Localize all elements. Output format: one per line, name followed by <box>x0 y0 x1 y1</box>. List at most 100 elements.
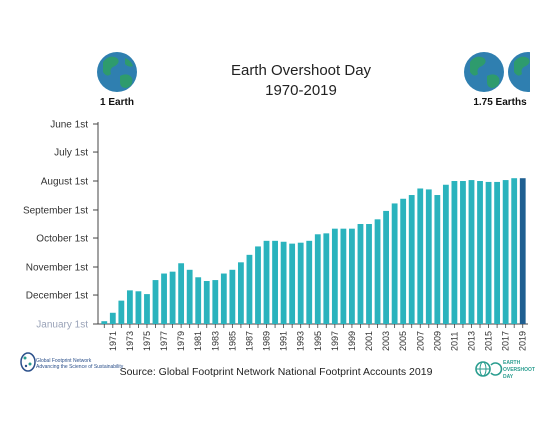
x-tick-label: 2001 <box>364 331 374 351</box>
x-tick-label: 1995 <box>313 331 323 351</box>
x-tick-label: 2019 <box>518 331 528 351</box>
bar-2000 <box>357 224 364 324</box>
x-tick-label: 1975 <box>142 331 152 351</box>
bar-2014 <box>477 181 483 324</box>
gfn-tagline: Advancing the Science of Sustainability <box>36 364 124 370</box>
x-tick-label: 1989 <box>262 331 272 351</box>
bar-1979 <box>178 263 185 324</box>
earth-icon-left <box>97 52 137 92</box>
x-tick-label: 2009 <box>432 331 442 351</box>
bar-2002 <box>374 219 381 324</box>
bar-1976 <box>152 280 159 324</box>
x-axis: 1971 1973 1975 1977 1979 1981 1983 1985 1987 1989… <box>103 324 528 351</box>
x-tick-label: 2007 <box>415 331 425 351</box>
y-tick-label: January 1st <box>36 320 88 331</box>
bar-1980 <box>186 269 193 324</box>
y-tick-label: July 1st <box>54 148 88 159</box>
bar-1970 <box>101 321 108 324</box>
earth-icon-right <box>464 52 504 92</box>
x-tick-label: 1983 <box>210 331 220 351</box>
earths-label: 1.75 Earths <box>473 97 527 108</box>
bar-2010 <box>442 184 449 324</box>
x-tick-label: 2017 <box>501 331 511 351</box>
bar-1977 <box>161 273 167 324</box>
chart-subtitle: 1970-2019 <box>265 82 337 99</box>
bar-1997 <box>331 228 338 324</box>
y-tick-label: December 1st <box>26 291 88 302</box>
bar-2015 <box>485 181 492 324</box>
bar-2003 <box>383 210 389 324</box>
x-tick-label: 2003 <box>381 331 391 351</box>
x-tick-label: 1985 <box>227 331 237 351</box>
x-tick-label: 1973 <box>125 331 135 351</box>
bar-1978 <box>169 271 176 324</box>
source-note: Source: Global Footprint Network Nationa… <box>120 366 433 378</box>
bar-2017 <box>502 180 509 324</box>
bar-1975 <box>144 294 150 324</box>
bar-1974 <box>135 291 142 324</box>
bar-1996 <box>323 233 330 324</box>
x-tick-label: 1977 <box>159 331 169 351</box>
y-tick-label: August 1st <box>41 177 88 188</box>
eod-line2: OVERSHOOT <box>503 367 535 373</box>
bar-2007 <box>417 188 424 324</box>
bar-1995 <box>314 234 321 324</box>
x-tick-label: 1991 <box>279 331 289 351</box>
bar-1994 <box>306 240 313 324</box>
bar-1989 <box>263 240 270 324</box>
bar-1993 <box>297 242 304 324</box>
bar-2006 <box>408 195 415 324</box>
y-tick-label: June 1st <box>50 120 88 131</box>
eod-logo: EARTH OVERSHOOT DAY <box>475 360 535 380</box>
bar-1973 <box>126 290 133 324</box>
bar-2013 <box>468 180 475 324</box>
bar-1992 <box>289 243 296 324</box>
bar-2018 <box>511 178 518 324</box>
gfn-logo: Global Footprint Network Advancing the S… <box>20 352 124 372</box>
earth-icon-partial <box>508 52 530 92</box>
bar-1971 <box>109 312 116 324</box>
bar-1987 <box>246 254 253 324</box>
x-tick-label: 1987 <box>244 331 254 351</box>
bar-1981 <box>195 277 202 324</box>
bar-1988 <box>255 246 261 324</box>
chart-title: Earth Overshoot Day <box>231 62 372 79</box>
bar-2011 <box>451 181 458 324</box>
bar-1999 <box>349 228 355 324</box>
x-tick-label: 1971 <box>108 331 118 351</box>
bar-2016 <box>494 181 501 324</box>
bar-2019 <box>519 178 526 324</box>
x-tick-label: 2011 <box>449 332 459 351</box>
bar-1983 <box>212 280 219 324</box>
bar-1986 <box>238 262 244 324</box>
bar-2009 <box>434 195 441 324</box>
bar-1972 <box>118 300 125 324</box>
x-tick-label: 2005 <box>398 331 408 351</box>
bar-1982 <box>203 281 210 324</box>
gfn-name: Global Footprint Network <box>36 358 92 364</box>
bar-1991 <box>280 241 287 324</box>
y-tick-label: October 1st <box>36 234 88 245</box>
eod-line3: DAY <box>503 374 514 380</box>
x-tick-label: 1979 <box>176 331 186 351</box>
bar-2005 <box>400 198 407 324</box>
bar-1990 <box>272 240 278 324</box>
eod-line1: EARTH <box>503 360 521 366</box>
y-tick-label: November 1st <box>26 262 88 273</box>
bar-2004 <box>391 203 398 324</box>
bar-1998 <box>340 228 347 324</box>
x-tick-label: 2015 <box>484 331 494 351</box>
x-tick-label: 1993 <box>296 331 306 351</box>
bar-2008 <box>425 189 432 324</box>
one-earth-label: 1 Earth <box>100 97 134 108</box>
x-tick-label: 2013 <box>466 331 476 351</box>
bar-1985 <box>229 269 236 324</box>
bar-2012 <box>460 181 466 324</box>
bars <box>101 178 526 324</box>
y-tick-label: September 1st <box>23 205 88 216</box>
x-tick-label: 1999 <box>347 331 357 351</box>
y-axis: June 1st July 1st August 1st September 1st O… <box>23 120 98 331</box>
x-tick-label: 1981 <box>193 331 203 351</box>
bar-1984 <box>220 273 227 324</box>
